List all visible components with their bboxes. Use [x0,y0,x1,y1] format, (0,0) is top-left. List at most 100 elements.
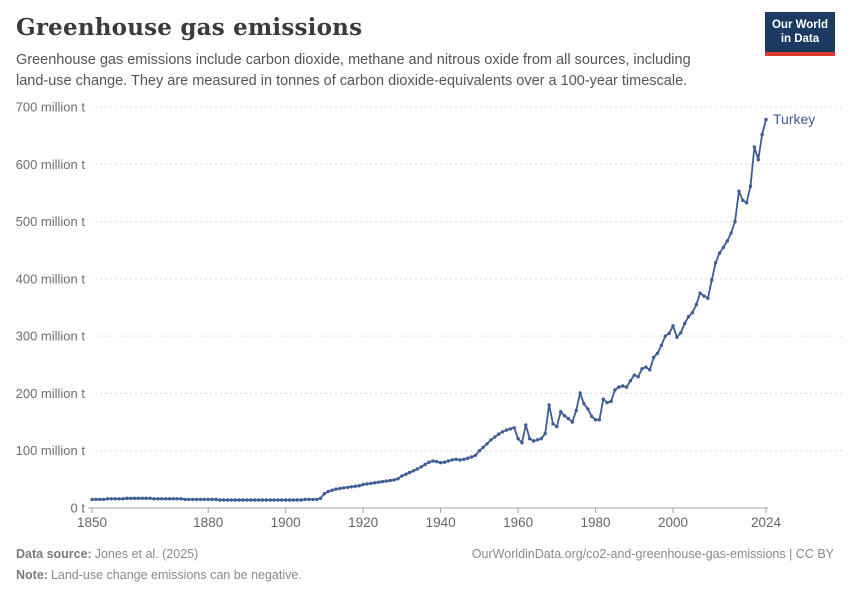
data-point[interactable] [361,482,365,487]
data-point[interactable] [473,453,478,458]
data-point[interactable] [543,431,547,436]
data-point[interactable] [419,465,423,469]
data-point[interactable] [346,485,350,490]
data-point[interactable] [462,457,466,462]
data-point[interactable] [578,391,582,395]
data-point[interactable] [593,418,598,422]
data-point[interactable] [597,418,602,422]
data-point[interactable] [729,231,733,235]
data-point[interactable] [520,441,524,445]
data-point[interactable] [741,198,745,203]
data-point[interactable] [326,489,330,494]
data-point[interactable] [493,435,497,439]
owid-logo[interactable]: Our World in Data [764,12,835,56]
footer-link[interactable]: OurWorldinData.org/co2-and-greenhouse-ga… [471,547,834,562]
data-point[interactable] [586,407,590,411]
data-point[interactable] [284,498,288,502]
data-point[interactable] [380,479,385,484]
data-point[interactable] [466,456,470,460]
data-point[interactable] [566,416,571,421]
data-point[interactable] [744,201,749,205]
data-point[interactable] [241,498,245,502]
data-point[interactable] [628,379,633,383]
data-point[interactable] [481,445,485,450]
data-point[interactable] [198,497,203,502]
data-point[interactable] [287,498,292,502]
data-point[interactable] [132,496,137,501]
data-point[interactable] [342,486,346,490]
data-point[interactable] [562,414,567,418]
data-point[interactable] [442,460,447,464]
data-point[interactable] [303,497,307,502]
data-point[interactable] [497,432,501,436]
data-point[interactable] [752,145,757,149]
data-point[interactable] [636,375,640,379]
data-point[interactable] [547,403,551,407]
data-point[interactable] [152,497,156,501]
data-point[interactable] [373,481,377,485]
data-point[interactable] [249,498,253,502]
data-point[interactable] [617,385,621,389]
data-point[interactable] [760,132,764,137]
data-point[interactable] [388,478,392,483]
series-line-turkey[interactable] [91,118,767,501]
data-point[interactable] [686,315,691,319]
data-point[interactable] [601,397,605,401]
data-point[interactable] [721,245,726,250]
data-point[interactable] [524,423,528,427]
data-point[interactable] [175,497,179,501]
data-point[interactable] [690,311,695,315]
data-point[interactable] [179,497,183,501]
data-point[interactable] [125,496,129,501]
data-point[interactable] [450,458,454,462]
data-point[interactable] [113,497,117,501]
data-point[interactable] [713,261,718,265]
data-point[interactable] [144,496,148,501]
data-point[interactable] [101,497,106,502]
data-point[interactable] [291,498,296,502]
data-point[interactable] [663,334,667,338]
data-point[interactable] [392,478,396,482]
data-point[interactable] [268,498,272,502]
data-point[interactable] [764,117,768,122]
data-point[interactable] [500,430,505,434]
data-point[interactable] [652,355,656,360]
data-point[interactable] [717,251,722,255]
data-point[interactable] [369,481,373,486]
data-point[interactable] [458,458,462,462]
data-point[interactable] [655,351,660,356]
data-point[interactable] [307,497,311,502]
data-point[interactable] [210,497,214,502]
data-point[interactable] [218,498,222,502]
data-point[interactable] [582,402,586,406]
data-point[interactable] [160,497,164,501]
data-point[interactable] [225,498,230,502]
data-point[interactable] [191,497,195,502]
data-point[interactable] [229,498,234,502]
data-point[interactable] [710,278,714,282]
data-point[interactable] [245,498,249,502]
data-point[interactable] [528,437,532,441]
data-point[interactable] [315,497,319,502]
series-entity-label[interactable]: Turkey [773,111,815,127]
data-point[interactable] [485,442,489,446]
data-point[interactable] [469,455,474,459]
data-point[interactable] [334,487,338,491]
data-point[interactable] [675,335,679,340]
data-point[interactable] [272,498,276,502]
data-point[interactable] [683,321,687,326]
data-point[interactable] [411,469,416,473]
data-point[interactable] [551,422,555,426]
data-point[interactable] [129,496,133,501]
data-point[interactable] [613,388,617,392]
data-point[interactable] [659,343,664,348]
data-point[interactable] [733,219,737,224]
data-point[interactable] [264,498,268,502]
data-point[interactable] [671,324,675,328]
data-point[interactable] [311,497,315,502]
data-point[interactable] [431,459,435,463]
data-point[interactable] [183,497,187,502]
data-point[interactable] [706,296,710,301]
data-point[interactable] [756,158,760,162]
data-point[interactable] [508,427,512,431]
